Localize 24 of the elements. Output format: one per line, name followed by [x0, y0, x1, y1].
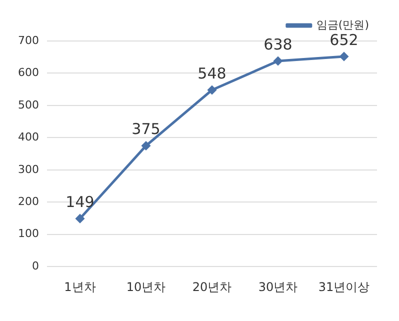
data-label: 375: [132, 120, 160, 138]
data-label: 548: [198, 64, 226, 82]
point: [208, 86, 216, 94]
y-tick-label: 500: [18, 98, 39, 112]
y-tick-label: 0: [32, 259, 39, 272]
y-tick-label: 100: [18, 227, 39, 240]
y-tick-label: 200: [18, 195, 39, 208]
point: [340, 52, 348, 61]
point: [274, 56, 282, 66]
data-label: 149: [66, 192, 94, 211]
y-tick-label: 400: [18, 130, 39, 144]
x-tick-label: 30년차: [258, 280, 298, 294]
point: [142, 141, 150, 150]
x-tick-label: 20년차: [192, 280, 232, 294]
point: [76, 214, 84, 223]
legend-label: 임금(만원): [316, 18, 370, 32]
y-tick-label: 700: [18, 34, 39, 47]
x-tick-label: 31년이상: [318, 280, 370, 294]
data-label: 638: [264, 35, 292, 54]
y-tick-label: 600: [18, 66, 39, 80]
x-tick-label: 10년차: [126, 280, 166, 294]
data-label: 652: [330, 30, 358, 49]
x-tick-label: 1년차: [64, 280, 96, 294]
y-tick-label: 300: [18, 162, 39, 176]
